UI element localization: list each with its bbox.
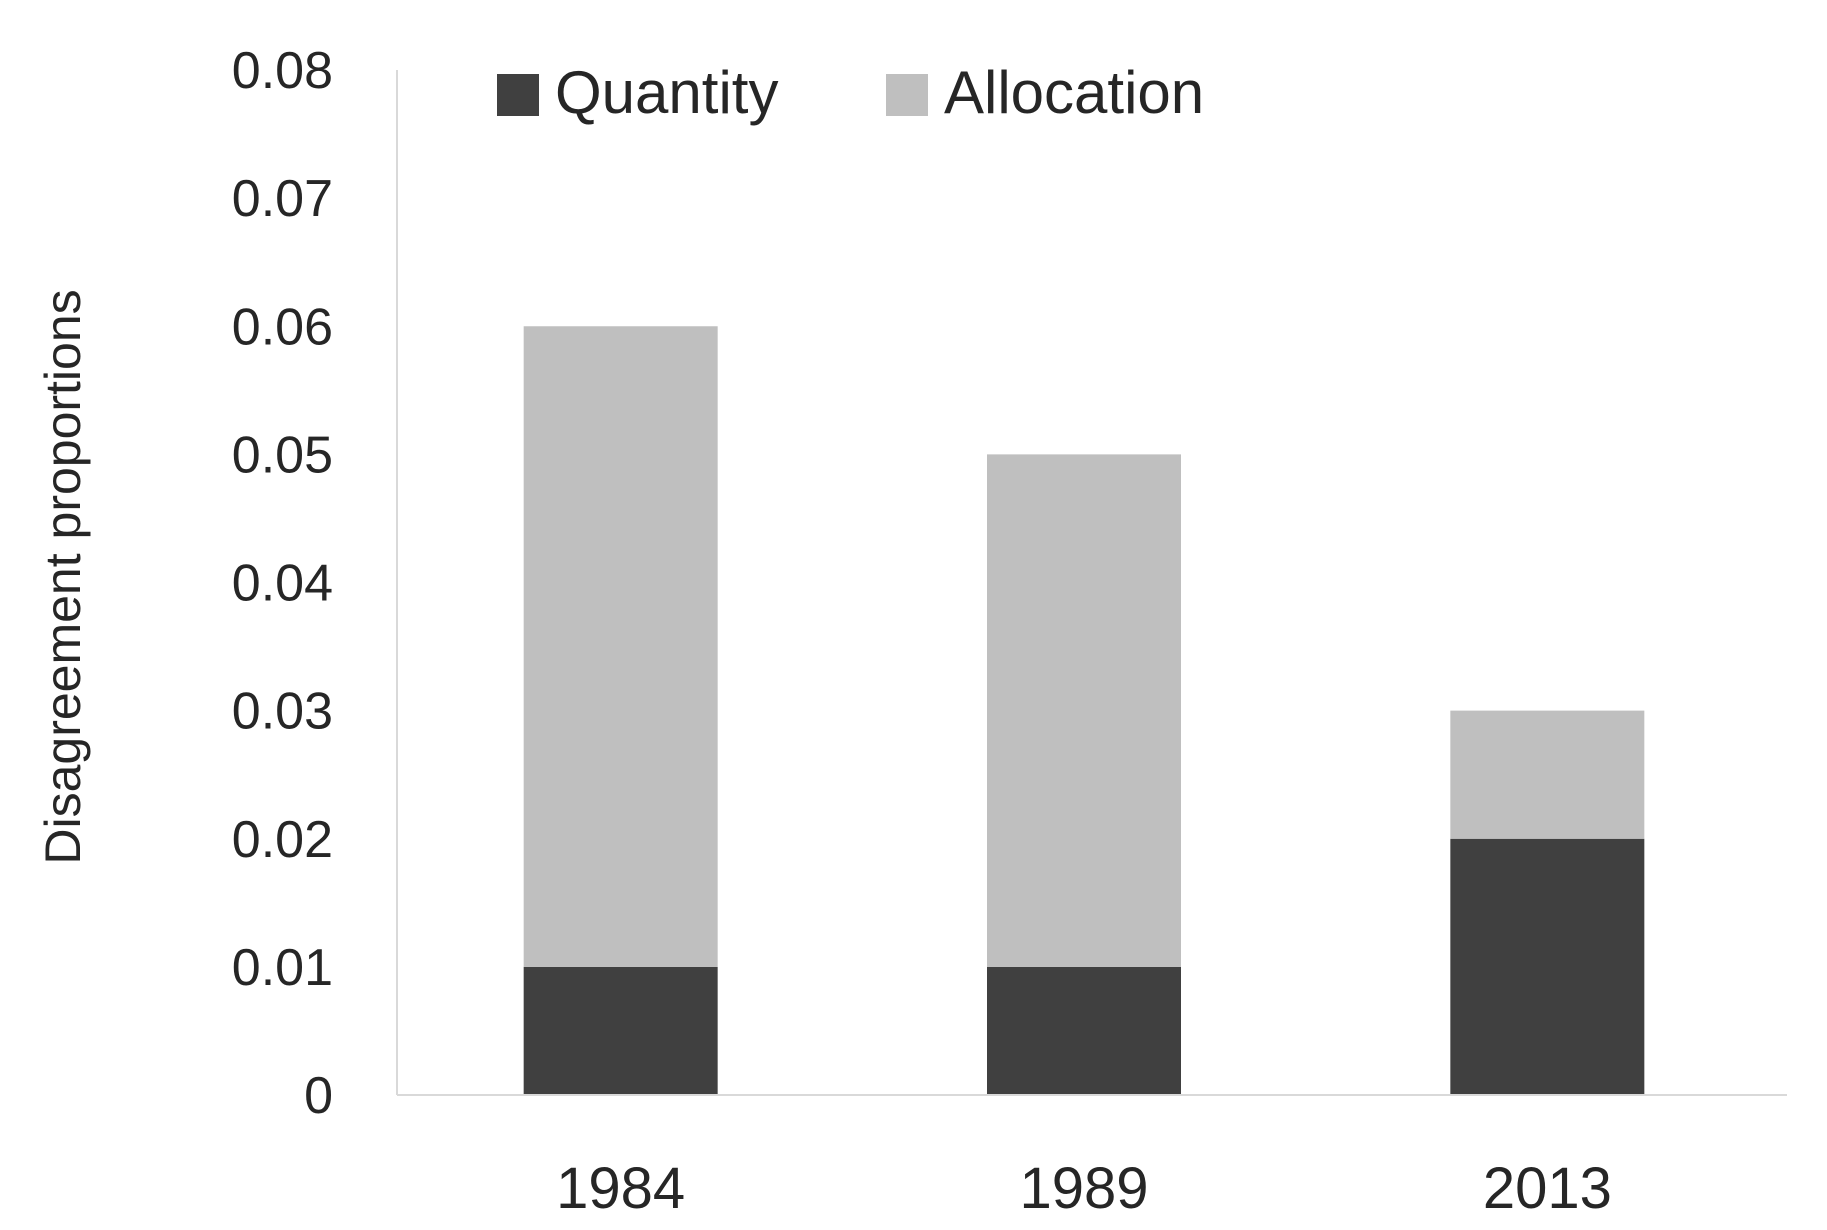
bar-allocation-1984 bbox=[523, 326, 718, 967]
y-tick-labels: 0 0.01 0.02 0.03 0.04 0.05 0.06 0.07 0.08 bbox=[232, 42, 333, 1125]
y-tick-label: 0.01 bbox=[232, 939, 333, 997]
axes-group bbox=[396, 70, 1787, 1096]
y-tick-label: 0.06 bbox=[232, 298, 333, 356]
x-tick-label: 1984 bbox=[556, 1156, 685, 1221]
y-tick-label: 0.07 bbox=[232, 170, 333, 228]
legend-label-allocation: Allocation bbox=[944, 59, 1204, 126]
bar-quantity-1984 bbox=[523, 966, 718, 1095]
bar-quantity-2013 bbox=[1450, 838, 1645, 1095]
y-axis-title-group: Disagreement proportions bbox=[35, 289, 91, 864]
legend-swatch-quantity bbox=[497, 74, 539, 116]
legend-label-quantity: Quantity bbox=[555, 59, 778, 126]
bar-allocation-1989 bbox=[987, 454, 1181, 967]
y-tick-label: 0.08 bbox=[232, 42, 333, 100]
y-tick-label: 0.02 bbox=[232, 811, 333, 869]
y-axis-title: Disagreement proportions bbox=[35, 289, 91, 864]
bars-group bbox=[523, 326, 1645, 1095]
bar-allocation-2013 bbox=[1450, 710, 1645, 839]
x-tick-label: 2013 bbox=[1483, 1156, 1612, 1221]
x-tick-label: 1989 bbox=[1019, 1156, 1148, 1221]
y-tick-label: 0.03 bbox=[232, 683, 333, 741]
legend: Quantity Allocation bbox=[497, 59, 1204, 126]
y-tick-label: 0.05 bbox=[232, 426, 333, 484]
x-tick-labels: 1984 1989 2013 bbox=[556, 1156, 1612, 1221]
legend-swatch-allocation bbox=[886, 74, 928, 116]
y-tick-label: 0 bbox=[304, 1067, 333, 1125]
y-tick-label: 0.04 bbox=[232, 555, 333, 613]
bar-quantity-1989 bbox=[987, 966, 1181, 1095]
